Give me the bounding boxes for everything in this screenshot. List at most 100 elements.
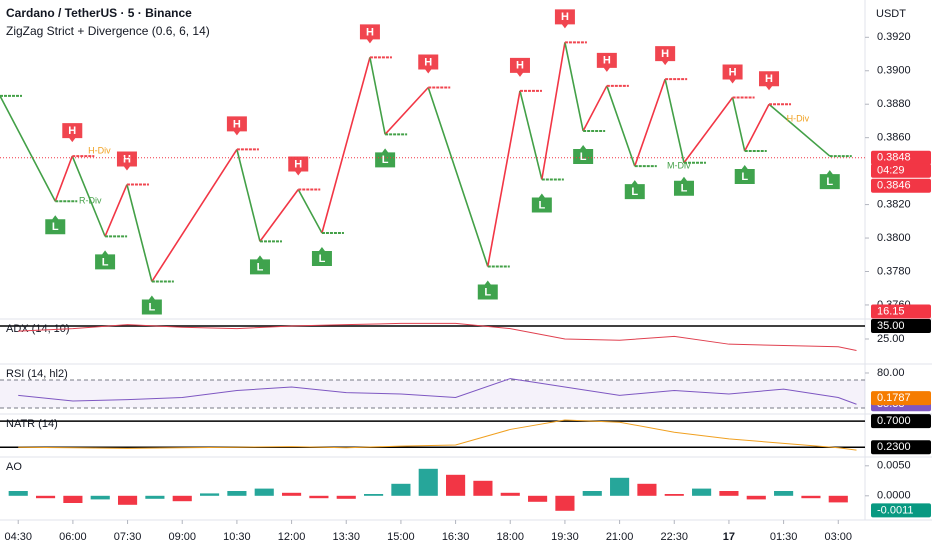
pivot-marker — [554, 9, 575, 29]
x-tick-label: 12:00 — [278, 531, 306, 543]
pivot-marker — [62, 123, 83, 143]
pivot-label: H — [765, 73, 773, 85]
zigzag-segment — [259, 189, 299, 242]
y-tick-label: 25.00 — [877, 333, 905, 345]
ao-bar — [200, 493, 220, 496]
countdown-label: 04:29 — [877, 165, 905, 177]
ao-bar — [90, 495, 110, 500]
x-tick-label: 04:30 — [4, 531, 32, 543]
x-tick-label: 10:30 — [223, 531, 251, 543]
zigzag-segment — [104, 184, 128, 237]
pivot-marker — [141, 295, 162, 315]
pivot-label: L — [319, 253, 326, 265]
zigzag-segment — [151, 148, 238, 282]
ao-bar — [528, 495, 548, 502]
ao-bar — [282, 492, 302, 496]
last-price-label: 0.3848 — [877, 152, 911, 164]
zigzag-segment — [427, 87, 489, 267]
pivot-marker — [249, 255, 270, 275]
pivot-label: H — [68, 125, 76, 137]
y-tick-label: 80.00 — [877, 367, 905, 379]
rsi-band-fill — [0, 379, 865, 409]
level-label-bg — [871, 414, 931, 429]
level-label-bg — [871, 318, 931, 333]
pivot-marker — [477, 280, 498, 300]
y-tick-label: 0.3920 — [877, 31, 911, 43]
ao-bar — [309, 495, 329, 499]
pivot-marker — [734, 165, 755, 185]
y-tick-label: 0.3900 — [877, 65, 911, 77]
divergence-label: M-Div — [667, 160, 691, 170]
ao-bar — [35, 495, 56, 499]
ao-bar — [746, 495, 766, 500]
zigzag-segment — [564, 42, 584, 132]
last-value-label: -0.0011 — [877, 504, 914, 516]
pivot-marker — [418, 54, 439, 74]
x-tick-label: 15:00 — [387, 531, 415, 543]
x-tick-label: 09:00 — [168, 531, 196, 543]
ao-bar — [801, 495, 821, 499]
ao-bar — [145, 495, 165, 499]
ao-bar — [8, 491, 28, 496]
ao-bar — [418, 468, 438, 496]
zigzag-segment — [71, 155, 106, 237]
zigzag-segment — [54, 155, 74, 202]
ao-bar — [172, 495, 192, 502]
y-tick-label: 0.3780 — [877, 265, 911, 277]
pane-title: AO — [6, 461, 22, 473]
x-tick-label: 19:30 — [551, 531, 579, 543]
ao-bar — [254, 488, 274, 496]
last-value-label-bg — [871, 503, 931, 518]
pivot-marker — [655, 46, 676, 66]
pivot-label: L — [382, 154, 389, 166]
level-label: 0.7000 — [877, 415, 911, 427]
zigzag-segment — [297, 189, 323, 234]
divergence-label: R-Div — [79, 196, 102, 206]
pivot-label: H — [661, 48, 669, 60]
pivot-label: H — [603, 55, 611, 67]
pivot-marker — [95, 250, 116, 270]
ao-bar — [117, 495, 138, 505]
pivot-label: L — [826, 176, 833, 188]
ao-bar — [391, 483, 411, 496]
y-tick-label: 0.3800 — [877, 232, 911, 244]
last-value-label-bg — [871, 304, 931, 319]
y-tick-label: 0.3880 — [877, 98, 911, 110]
zigzag-segment — [606, 85, 636, 167]
x-tick-label: 01:30 — [770, 531, 798, 543]
x-tick-label: 21:00 — [606, 531, 634, 543]
pivot-marker — [509, 57, 530, 77]
zigzag-segment — [384, 86, 429, 135]
y-tick-label: 0.0050 — [877, 460, 911, 472]
pane-title: NATR (14) — [6, 418, 58, 430]
x-tick-label: 03:00 — [825, 531, 853, 543]
pivot-marker — [573, 144, 594, 164]
pivot-label: L — [681, 183, 688, 195]
pivot-marker — [226, 116, 247, 136]
pivot-label: L — [52, 221, 59, 233]
countdown-label-bg — [871, 163, 931, 178]
pivot-label: L — [580, 151, 587, 163]
zigzag-segment — [486, 90, 521, 267]
zigzag-segment — [582, 85, 608, 132]
indicator-line — [18, 378, 857, 405]
pivot-label: L — [257, 261, 264, 273]
pivot-label: L — [102, 256, 109, 268]
ao-bar — [582, 491, 602, 496]
y-tick-label: 0.3860 — [877, 132, 911, 144]
pivot-marker — [311, 247, 332, 267]
ao-bar — [692, 488, 712, 496]
ao-bar — [774, 491, 794, 496]
indicator-title: ZigZag Strict + Divergence (0.6, 6, 14) — [6, 24, 210, 38]
pivot-label: L — [631, 186, 638, 198]
pivot-label: L — [538, 199, 545, 211]
last-value-label: 16.15 — [877, 305, 905, 317]
ao-bar — [227, 491, 247, 496]
ao-bar — [828, 495, 848, 503]
x-tick-label: 06:00 — [59, 531, 87, 543]
pivot-label: L — [148, 301, 155, 313]
pivot-label: L — [741, 171, 748, 183]
indicator-line — [18, 419, 857, 451]
x-tick-label: 13:30 — [332, 531, 360, 543]
pivot-marker — [624, 180, 645, 200]
